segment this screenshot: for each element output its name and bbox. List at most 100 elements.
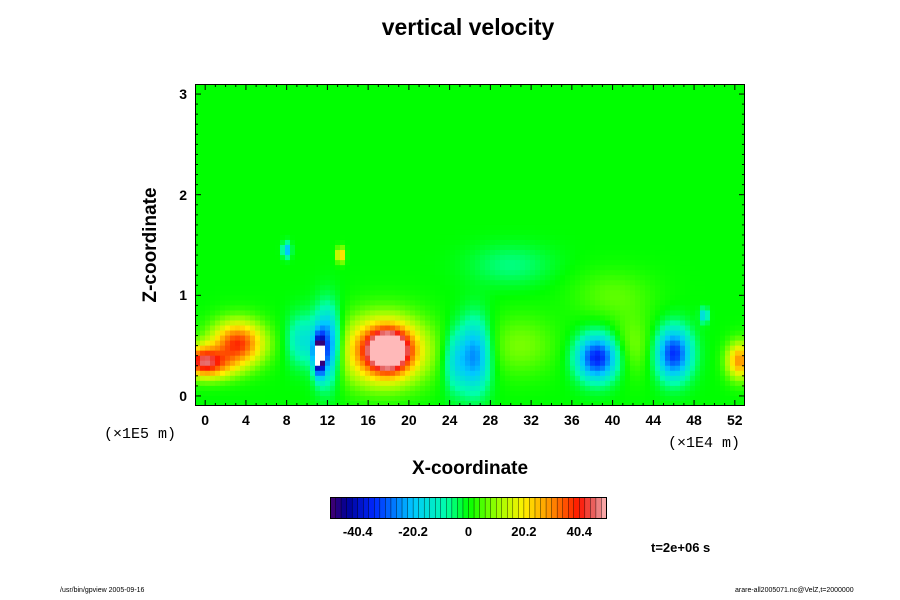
heatmap-cell <box>350 325 356 332</box>
heatmap-cell <box>210 174 216 181</box>
heatmap-cell <box>335 184 341 191</box>
heatmap-cell <box>280 390 286 397</box>
heatmap-cell <box>395 164 401 171</box>
heatmap-cell <box>545 169 551 176</box>
heatmap-cell <box>490 360 496 367</box>
heatmap-cell <box>520 99 526 105</box>
heatmap-cell <box>580 239 586 246</box>
heatmap-cell <box>240 234 246 241</box>
heatmap-cell <box>510 295 516 301</box>
heatmap-cell <box>440 99 446 105</box>
heatmap-cell <box>435 360 441 367</box>
heatmap-cell <box>570 270 576 276</box>
heatmap-cell <box>545 84 551 90</box>
heatmap-cell <box>315 179 321 186</box>
heatmap-cell <box>370 280 376 286</box>
heatmap-cell <box>495 380 501 387</box>
heatmap-cell <box>455 360 461 367</box>
heatmap-cell <box>565 84 571 90</box>
heatmap-cell <box>445 375 451 382</box>
heatmap-cell <box>225 265 231 271</box>
heatmap-cell <box>450 370 456 377</box>
heatmap-cell <box>380 219 386 226</box>
heatmap-cell <box>425 114 431 120</box>
heatmap-cell <box>225 365 231 372</box>
heatmap-cell <box>565 295 571 301</box>
heatmap-cell <box>420 164 426 171</box>
heatmap-cell <box>230 325 236 332</box>
heatmap-cell <box>520 270 526 276</box>
heatmap-cell <box>320 154 326 161</box>
heatmap-cell <box>325 214 331 221</box>
heatmap-cell <box>270 154 276 161</box>
heatmap-cell <box>400 214 406 221</box>
heatmap-cell <box>300 144 306 151</box>
heatmap-cell <box>520 380 526 387</box>
heatmap-cell <box>250 380 256 387</box>
heatmap-cell <box>405 330 411 337</box>
heatmap-cell <box>495 300 501 306</box>
heatmap-cell <box>415 380 421 387</box>
heatmap-cell <box>355 199 361 206</box>
heatmap-cell <box>450 285 456 291</box>
heatmap-cell <box>480 355 486 362</box>
heatmap-cell <box>215 400 221 406</box>
heatmap-cell <box>380 390 386 397</box>
heatmap-cell <box>335 325 341 332</box>
heatmap-cell <box>365 139 371 145</box>
heatmap-cell <box>210 285 216 291</box>
heatmap-cell <box>205 315 211 322</box>
heatmap-cell <box>245 335 251 342</box>
heatmap-cell <box>365 340 371 347</box>
heatmap-cell <box>490 189 496 196</box>
heatmap-cell <box>235 89 241 95</box>
heatmap-cell <box>530 229 536 236</box>
heatmap-cell <box>220 390 226 397</box>
heatmap-cell <box>335 245 341 251</box>
heatmap-cell <box>530 214 536 221</box>
heatmap-cell <box>570 114 576 120</box>
heatmap-cell <box>295 350 301 357</box>
heatmap-cell <box>345 385 351 392</box>
heatmap-cell <box>295 119 301 125</box>
heatmap-cell <box>535 229 541 236</box>
heatmap-cell <box>280 164 286 171</box>
heatmap-cell <box>330 89 336 95</box>
heatmap-cell <box>505 139 511 145</box>
heatmap-cell <box>195 245 201 251</box>
heatmap-cell <box>525 250 531 256</box>
heatmap-cell <box>510 325 516 332</box>
heatmap-cell <box>540 109 546 115</box>
heatmap-cell <box>375 365 381 372</box>
heatmap-cell <box>300 154 306 161</box>
heatmap-cell <box>325 300 331 306</box>
heatmap-cell <box>315 355 321 362</box>
heatmap-cell <box>350 119 356 125</box>
heatmap-cell <box>380 300 386 306</box>
heatmap-cell <box>540 239 546 246</box>
heatmap-cell <box>330 400 336 406</box>
heatmap-cell <box>525 315 531 322</box>
heatmap-cell <box>230 350 236 357</box>
heatmap-cell <box>365 395 371 402</box>
heatmap-cell <box>560 139 566 145</box>
heatmap-cell <box>565 219 571 226</box>
heatmap-cell <box>355 224 361 231</box>
heatmap-cell <box>250 224 256 231</box>
heatmap-cell <box>265 375 271 382</box>
heatmap-cell <box>435 345 441 352</box>
heatmap-cell <box>245 295 251 301</box>
heatmap-cell <box>290 300 296 306</box>
heatmap-cell <box>545 395 551 402</box>
heatmap-cell <box>195 250 201 256</box>
heatmap-cell <box>315 119 321 125</box>
heatmap-cell <box>425 300 431 306</box>
heatmap-cell <box>470 154 476 161</box>
heatmap-cell <box>430 325 436 332</box>
heatmap-cell <box>520 330 526 337</box>
heatmap-cell <box>570 365 576 372</box>
heatmap-cell <box>575 144 581 151</box>
heatmap-cell <box>450 315 456 322</box>
heatmap-cell <box>540 139 546 145</box>
heatmap-cell <box>495 270 501 276</box>
